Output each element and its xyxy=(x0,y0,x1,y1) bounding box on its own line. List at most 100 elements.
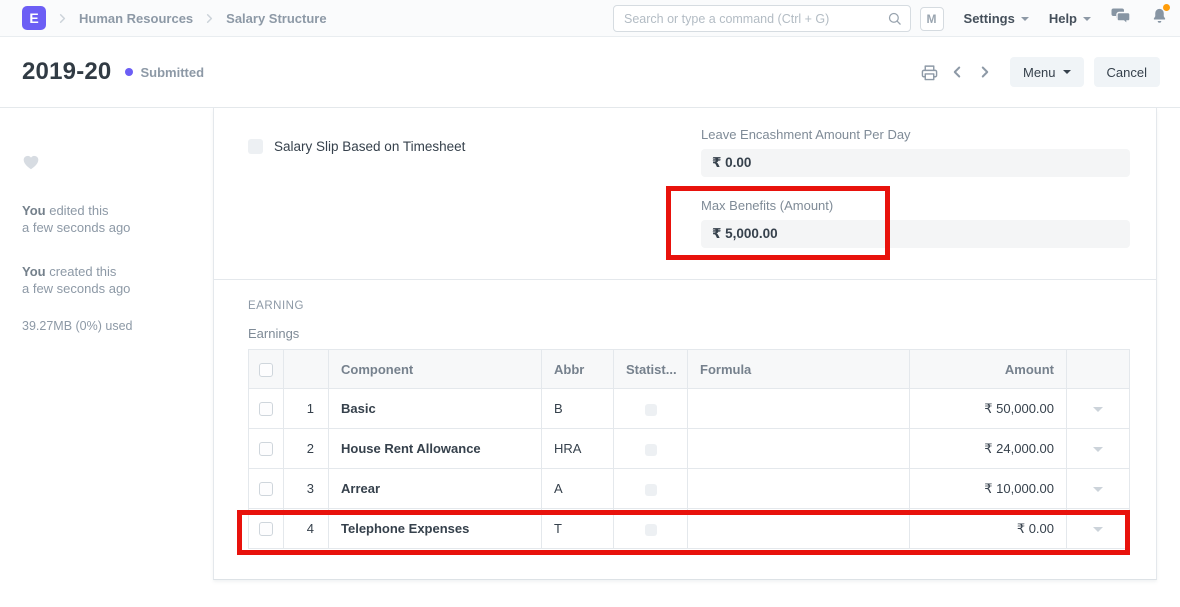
row-checkbox[interactable] xyxy=(259,522,273,537)
form-sidebar: You edited this a few seconds ago You cr… xyxy=(0,108,213,580)
edited-action: edited this xyxy=(49,203,109,218)
formula-cell[interactable] xyxy=(687,428,910,469)
abbr-cell[interactable]: A xyxy=(541,468,614,509)
statistical-checkbox xyxy=(644,523,657,536)
index-column-header xyxy=(283,349,329,389)
chevron-down-icon xyxy=(1062,70,1071,74)
row-dropdown-icon[interactable] xyxy=(1093,447,1103,453)
chat-icon xyxy=(1111,8,1131,30)
row-dropdown-icon[interactable] xyxy=(1093,487,1103,493)
row-index[interactable]: 4 xyxy=(283,508,329,549)
leave-encashment-label: Leave Encashment Amount Per Day xyxy=(701,127,911,142)
amounts-column: Leave Encashment Amount Per Day ₹ 0.00 M… xyxy=(701,127,1130,248)
status-badge: Submitted xyxy=(140,64,205,80)
next-document-button[interactable] xyxy=(976,63,994,81)
like-button[interactable] xyxy=(22,154,40,175)
page-head: 2019-20 Submitted Menu Cancel xyxy=(0,37,1180,108)
previous-document-button[interactable] xyxy=(948,63,966,81)
abbr-cell[interactable]: HRA xyxy=(541,428,614,469)
search-input[interactable] xyxy=(614,11,887,26)
chevron-down-icon xyxy=(1020,16,1029,21)
max-benefits-input[interactable]: ₹ 5,000.00 xyxy=(701,220,1130,248)
created-actor: You xyxy=(22,264,46,279)
table-row: 2 House Rent Allowance HRA ₹ 24,000.00 xyxy=(248,428,1130,469)
component-column-header: Component xyxy=(328,349,542,389)
table-row: 1 Basic B ₹ 50,000.00 xyxy=(248,388,1130,429)
form-section-earning: EARNING Earnings Component Abbr Statist.… xyxy=(214,280,1156,549)
created-action: created this xyxy=(49,264,117,279)
row-dropdown-icon[interactable] xyxy=(1093,407,1103,413)
earnings-table: Component Abbr Statist... Formula Amount… xyxy=(248,349,1130,549)
page-actions: Menu Cancel xyxy=(911,57,1160,87)
navbar-right: M Settings Help xyxy=(919,0,1170,37)
formula-cell[interactable] xyxy=(687,508,910,549)
erpnext-logo[interactable]: E xyxy=(22,6,46,30)
abbr-cell[interactable]: T xyxy=(541,508,614,549)
navbar: E Human Resources Salary Structure M Set… xyxy=(0,0,1180,37)
cancel-button[interactable]: Cancel xyxy=(1093,57,1160,87)
earnings-grid-label: Earnings xyxy=(248,326,300,341)
row-checkbox[interactable] xyxy=(259,482,273,497)
component-cell[interactable]: Basic xyxy=(328,388,542,429)
created-info: You created this a few seconds ago xyxy=(22,263,195,297)
edited-actor: You xyxy=(22,203,46,218)
component-cell[interactable]: Arrear xyxy=(328,468,542,509)
breadcrumb-salary-structure[interactable]: Salary Structure xyxy=(226,10,327,26)
notifications-button[interactable] xyxy=(1151,4,1170,30)
amount-column-header: Amount xyxy=(909,349,1067,389)
amount-cell[interactable]: ₹ 10,000.00 xyxy=(909,468,1067,509)
chat-button[interactable] xyxy=(1111,8,1131,30)
row-index[interactable]: 3 xyxy=(283,468,329,509)
formula-cell[interactable] xyxy=(687,388,910,429)
table-row: 3 Arrear A ₹ 10,000.00 xyxy=(248,468,1130,509)
timesheet-checkbox[interactable] xyxy=(248,139,263,154)
row-index[interactable]: 2 xyxy=(283,428,329,469)
global-search xyxy=(613,5,911,32)
select-all-checkbox[interactable] xyxy=(259,362,273,377)
amount-cell[interactable]: ₹ 50,000.00 xyxy=(909,388,1067,429)
abbr-column-header: Abbr xyxy=(541,349,614,389)
amount-cell[interactable]: ₹ 0.00 xyxy=(909,508,1067,549)
edited-info: You edited this a few seconds ago xyxy=(22,202,195,236)
menu-button[interactable]: Menu xyxy=(1010,57,1084,87)
leave-encashment-input[interactable]: ₹ 0.00 xyxy=(701,149,1130,177)
formula-cell[interactable] xyxy=(687,468,910,509)
row-index[interactable]: 1 xyxy=(283,388,329,429)
created-time: a few seconds ago xyxy=(22,281,131,296)
chevron-right-icon xyxy=(202,11,217,26)
help-label: Help xyxy=(1048,11,1077,26)
storage-usage: 39.27MB (0%) used xyxy=(22,319,133,333)
status-indicator-dot xyxy=(125,68,134,76)
chevron-right-icon xyxy=(55,11,70,26)
row-checkbox[interactable] xyxy=(259,402,273,417)
statistical-checkbox xyxy=(644,443,657,456)
form-body: Salary Slip Based on Timesheet Leave Enc… xyxy=(213,108,1157,580)
breadcrumb-human-resources[interactable]: Human Resources xyxy=(79,10,194,26)
timesheet-checkbox-label: Salary Slip Based on Timesheet xyxy=(274,139,466,154)
component-cell[interactable]: Telephone Expenses xyxy=(328,508,542,549)
statistical-checkbox xyxy=(644,403,657,416)
statistical-column-header: Statist... xyxy=(613,349,688,389)
timesheet-field: Salary Slip Based on Timesheet xyxy=(248,139,465,154)
help-menu[interactable]: Help xyxy=(1049,11,1091,26)
amount-cell[interactable]: ₹ 24,000.00 xyxy=(909,428,1067,469)
heart-icon xyxy=(22,154,40,175)
actions-column-header xyxy=(1066,349,1130,389)
component-cell[interactable]: House Rent Allowance xyxy=(328,428,542,469)
abbr-cell[interactable]: B xyxy=(541,388,614,429)
max-benefits-label: Max Benefits (Amount) xyxy=(701,198,834,213)
row-dropdown-icon[interactable] xyxy=(1093,527,1103,533)
user-avatar[interactable]: M xyxy=(919,6,944,31)
settings-label: Settings xyxy=(963,11,1015,26)
earning-section-heading: EARNING xyxy=(248,300,304,312)
row-checkbox[interactable] xyxy=(259,442,273,457)
notification-dot xyxy=(1163,4,1170,11)
print-button[interactable] xyxy=(921,64,938,81)
table-header-row: Component Abbr Statist... Formula Amount xyxy=(248,349,1130,389)
settings-menu[interactable]: Settings xyxy=(964,11,1029,26)
menu-button-label: Menu xyxy=(1023,64,1056,80)
form-section-settings: Salary Slip Based on Timesheet Leave Enc… xyxy=(214,108,1156,280)
page-title: 2019-20 xyxy=(22,58,112,85)
edited-time: a few seconds ago xyxy=(22,220,131,235)
